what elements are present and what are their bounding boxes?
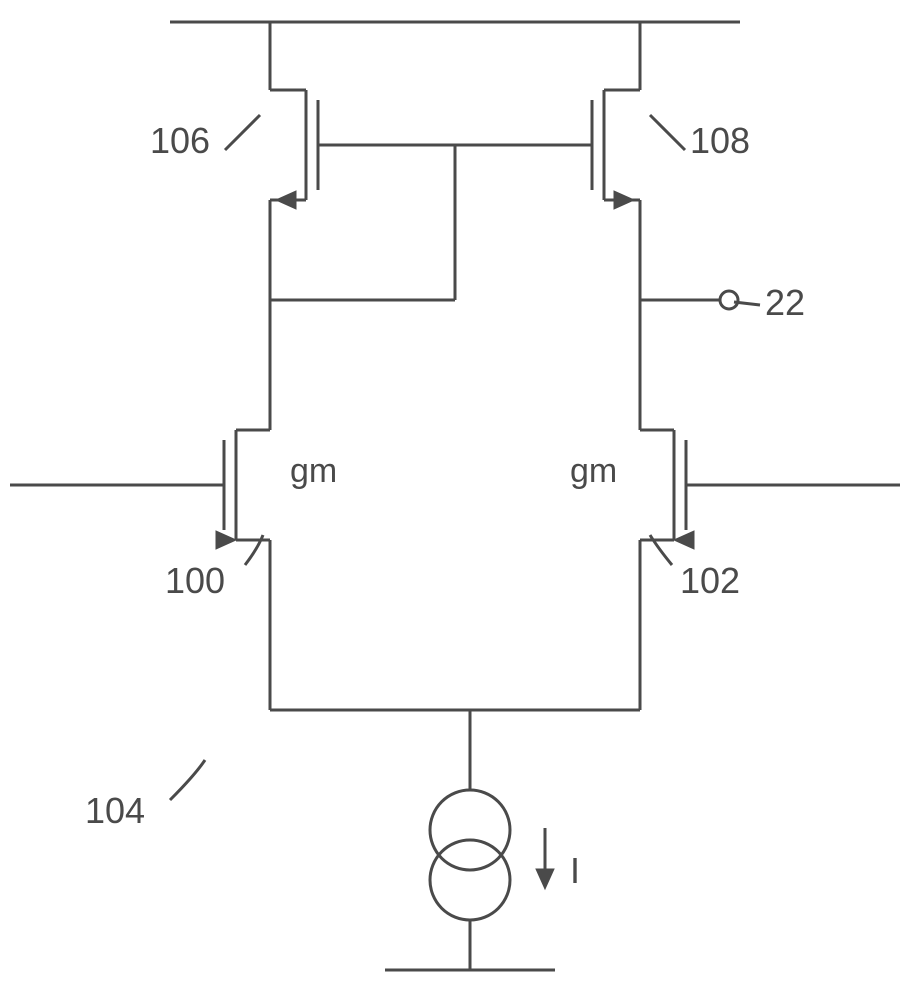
current-arrow-head [536,869,554,889]
circuit-diagram: 106 108 100 102 104 22 gm gm I [0,0,917,1000]
output-terminal [720,291,738,309]
pmos-left-arrow [276,191,296,209]
ref-22: 22 [765,282,805,324]
pmos-right-arrow [614,191,634,209]
label-gm-left: gm [290,452,337,491]
label-I: I [570,850,580,892]
current-source-bot-circle [430,840,510,920]
leader-104 [170,760,205,800]
current-source-top-circle [430,790,510,870]
ref-100: 100 [165,560,225,602]
ref-102: 102 [680,560,740,602]
leader-106 [225,115,260,150]
nmos-right-arrow [674,531,694,549]
schematic-svg [0,0,917,1000]
label-gm-right: gm [570,452,617,491]
ref-108: 108 [690,120,750,162]
nmos-left-arrow [216,531,236,549]
ref-106: 106 [150,120,210,162]
leader-108 [650,115,685,150]
ref-104: 104 [85,790,145,832]
